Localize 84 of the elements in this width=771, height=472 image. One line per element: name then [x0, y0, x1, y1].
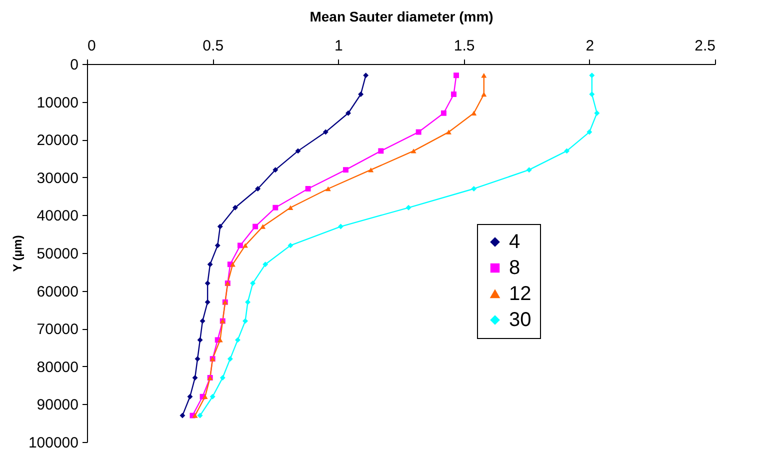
point [217, 338, 223, 342]
point [214, 242, 220, 248]
point [202, 394, 208, 400]
point [262, 262, 268, 268]
y-tick-label: 80000 [36, 358, 78, 376]
point [242, 318, 248, 324]
point [180, 412, 186, 418]
point [227, 356, 233, 362]
point [406, 204, 412, 210]
point [288, 205, 294, 210]
point [272, 204, 278, 210]
point [230, 262, 236, 267]
point [197, 412, 203, 418]
point [192, 413, 198, 418]
point [342, 167, 348, 173]
y-axis-title: Y (µm) [10, 235, 24, 272]
point [416, 129, 422, 135]
x-axis-title: Mean Sauter diameter (mm) [310, 8, 494, 24]
y-tick-label: 0 [70, 56, 78, 74]
point [471, 186, 477, 192]
point [346, 110, 351, 116]
point [245, 299, 251, 305]
point [272, 167, 278, 173]
legend-label: 12 [509, 283, 532, 305]
point [454, 72, 459, 78]
point [232, 204, 238, 210]
point [564, 148, 570, 154]
point [220, 375, 226, 380]
point [363, 72, 369, 78]
x-tick-label: 2 [586, 38, 594, 54]
y-tick-label: 90000 [36, 396, 78, 414]
point [207, 262, 213, 268]
y-tick-label: 20000 [36, 132, 78, 150]
point [358, 92, 364, 97]
y-tick-label: 40000 [36, 208, 78, 225]
point [481, 72, 487, 78]
y-tick-label: 50000 [36, 246, 78, 262]
point [187, 394, 193, 400]
point [526, 167, 532, 173]
point [589, 72, 595, 78]
point [410, 148, 416, 154]
point [192, 375, 198, 380]
point [378, 148, 384, 154]
y-tick-label: 60000 [36, 283, 78, 300]
point [197, 337, 203, 343]
point [325, 186, 331, 192]
point [451, 92, 456, 97]
y-tick-label: 70000 [36, 321, 78, 338]
point [242, 243, 248, 248]
point [295, 148, 301, 154]
y-tick-label: 100000 [28, 434, 78, 452]
point [250, 280, 256, 286]
point [440, 110, 446, 116]
point [234, 337, 240, 343]
point [217, 224, 223, 230]
point [288, 242, 294, 248]
point [204, 299, 210, 305]
x-tick-label: 0 [88, 38, 96, 54]
point [252, 224, 258, 230]
x-tick-label: 1.5 [454, 38, 475, 54]
y-tick-label: 10000 [36, 94, 78, 112]
x-tick-label: 1 [334, 38, 343, 54]
point [586, 129, 592, 135]
point [338, 224, 344, 230]
x-tick-label: 0.5 [202, 38, 224, 54]
point [322, 129, 328, 135]
point [368, 167, 374, 172]
point [589, 92, 595, 97]
point [260, 224, 266, 229]
legend-label: 30 [509, 309, 532, 331]
point [446, 130, 452, 134]
point [594, 110, 600, 116]
point [471, 110, 477, 116]
point [305, 186, 311, 192]
point [255, 186, 261, 192]
point [200, 318, 206, 324]
point [204, 280, 210, 286]
x-tick-label: 2.5 [694, 38, 716, 54]
point [210, 394, 216, 400]
point [237, 242, 243, 248]
point [194, 356, 200, 362]
legend-label: 4 [509, 231, 520, 253]
legend-label: 8 [509, 257, 520, 279]
y-tick-label: 30000 [36, 170, 78, 187]
